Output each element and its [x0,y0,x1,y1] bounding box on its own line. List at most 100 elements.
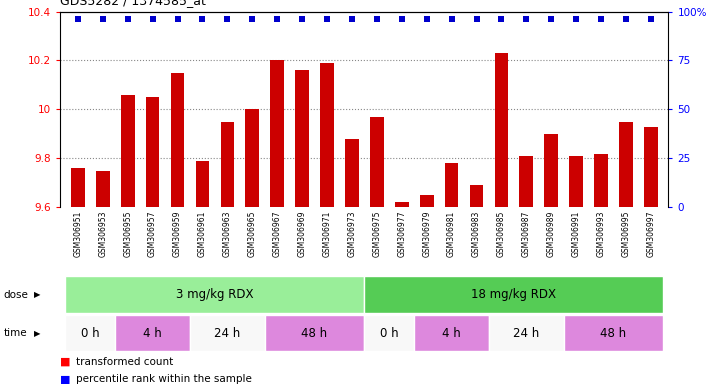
Bar [564,315,663,351]
Text: GSM306985: GSM306985 [497,211,506,257]
Point [545,16,557,22]
Text: 48 h: 48 h [601,327,626,339]
Text: ■: ■ [60,374,71,384]
Point [595,16,606,22]
Text: GSM306987: GSM306987 [522,211,531,257]
Text: GSM306955: GSM306955 [123,211,132,257]
Text: GSM306961: GSM306961 [198,211,207,257]
Point [97,16,109,22]
Point [620,16,631,22]
Text: GSM306983: GSM306983 [472,211,481,257]
Text: GSM306981: GSM306981 [447,211,456,257]
Point [197,16,208,22]
Bar [345,139,359,207]
Point [471,16,482,22]
Text: 18 mg/kg RDX: 18 mg/kg RDX [471,288,557,301]
Point [321,16,333,22]
Bar [415,315,489,351]
Text: ▶: ▶ [34,329,41,338]
Text: GSM306977: GSM306977 [397,211,406,257]
Text: 24 h: 24 h [214,327,240,339]
Text: 4 h: 4 h [442,327,461,339]
Text: ▶: ▶ [34,290,41,299]
Point [520,16,532,22]
Bar [146,97,159,207]
Text: time: time [4,328,27,338]
Text: GSM306995: GSM306995 [621,211,631,257]
Point [147,16,159,22]
Bar [545,134,558,207]
Point [346,16,358,22]
Text: dose: dose [4,290,28,300]
Bar [295,70,309,207]
Bar [495,53,508,207]
Text: 3 mg/kg RDX: 3 mg/kg RDX [176,288,254,301]
Point [222,16,233,22]
Text: GSM306989: GSM306989 [547,211,556,257]
Point [645,16,656,22]
Bar [419,195,434,207]
Bar [196,161,209,207]
Text: 24 h: 24 h [513,327,540,339]
Text: GDS5282 / 1374585_at: GDS5282 / 1374585_at [60,0,206,7]
Text: GSM306957: GSM306957 [148,211,157,257]
Text: ■: ■ [60,357,71,367]
Point [496,16,507,22]
Bar [65,315,115,351]
Bar [470,185,483,207]
Text: transformed count: transformed count [76,357,173,367]
Point [371,16,383,22]
Text: GSM306971: GSM306971 [323,211,331,257]
Bar [96,170,109,207]
Text: GSM306959: GSM306959 [173,211,182,257]
Point [172,16,183,22]
Bar [171,73,184,207]
Point [272,16,283,22]
Bar [619,122,633,207]
Bar [121,95,134,207]
Point [446,16,457,22]
Point [421,16,432,22]
Bar [594,154,608,207]
Point [122,16,134,22]
Text: GSM306979: GSM306979 [422,211,431,257]
Bar [264,315,364,351]
Bar [190,315,264,351]
Text: GSM306969: GSM306969 [298,211,306,257]
Point [73,16,84,22]
Text: GSM306991: GSM306991 [572,211,581,257]
Point [247,16,258,22]
Bar [220,122,234,207]
Text: GSM306975: GSM306975 [373,211,381,257]
Bar [395,202,409,207]
Text: 48 h: 48 h [301,327,328,339]
Text: 0 h: 0 h [380,327,399,339]
Text: percentile rank within the sample: percentile rank within the sample [76,374,252,384]
Text: 0 h: 0 h [81,327,100,339]
Bar [65,276,365,313]
Bar [320,63,334,207]
Text: GSM306993: GSM306993 [597,211,606,257]
Bar [570,156,583,207]
Bar [445,163,459,207]
Bar [644,127,658,207]
Point [570,16,582,22]
Text: GSM306951: GSM306951 [73,211,82,257]
Point [296,16,308,22]
Text: 4 h: 4 h [143,327,162,339]
Point [396,16,407,22]
Bar [365,276,663,313]
Bar [71,168,85,207]
Bar [115,315,190,351]
Text: GSM306953: GSM306953 [98,211,107,257]
Bar [365,315,415,351]
Bar [489,315,564,351]
Text: GSM306973: GSM306973 [348,211,356,257]
Text: GSM306963: GSM306963 [223,211,232,257]
Text: GSM306967: GSM306967 [273,211,282,257]
Bar [245,109,259,207]
Bar [270,61,284,207]
Bar [370,117,384,207]
Bar [520,156,533,207]
Text: GSM306965: GSM306965 [247,211,257,257]
